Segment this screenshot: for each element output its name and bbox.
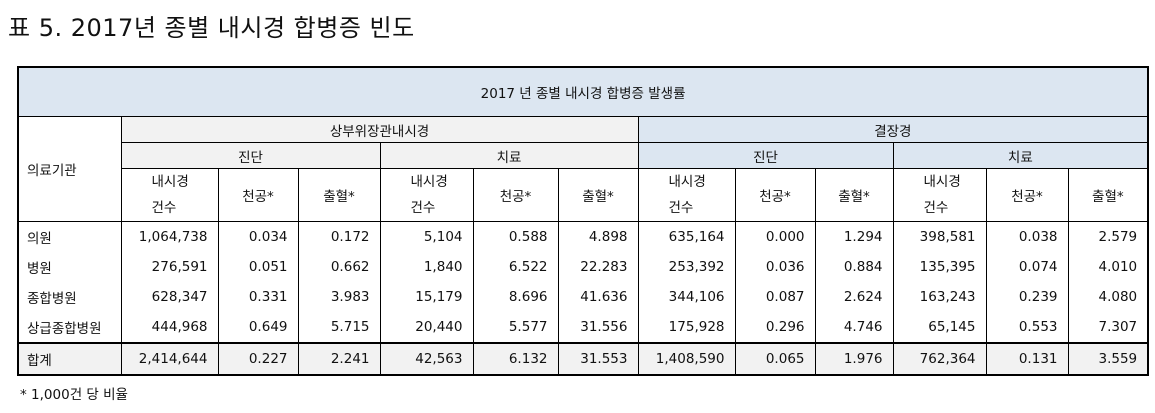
table-cell: 0.662 [297, 252, 381, 282]
table-caption: 2017 년 종별 내시경 합병증 발생률 [16, 66, 1150, 117]
table-cell: 3.559 [1067, 342, 1150, 376]
table-cell: 0.038 [985, 221, 1069, 252]
column-header: 내시경 건수 [120, 168, 219, 222]
table-cell: 175,928 [637, 312, 736, 343]
table-cell: 762,364 [892, 342, 987, 376]
complication-rate-table: 2017 년 종별 내시경 합병증 발생률 의료기관 상부위장관내시경 결장경 … [16, 66, 1150, 376]
table-cell: 31.556 [557, 312, 639, 343]
table-cell: 5.577 [472, 312, 559, 343]
table-cell: 1.976 [814, 342, 894, 376]
table-cell: 5,104 [379, 221, 474, 252]
table-cell: 0.087 [734, 282, 816, 312]
subgroup-header: 치료 [379, 142, 639, 169]
table-cell: 135,395 [892, 252, 987, 282]
table-cell: 0.036 [734, 252, 816, 282]
group-header-upper-gi: 상부위장관내시경 [120, 116, 639, 143]
column-header: 출혈* [1067, 168, 1150, 222]
column-header: 천공* [472, 168, 559, 222]
table-row: 상급종합병원 444,968 0.649 5.715 20,440 5.577 31.556… [17, 312, 1150, 343]
table-cell: 20,440 [379, 312, 474, 343]
table-cell: 276,591 [120, 252, 219, 282]
column-header: 내시경 건수 [379, 168, 474, 222]
subgroup-header: 진단 [637, 142, 894, 169]
table-cell: 6.132 [472, 342, 559, 376]
table-cell: 7.307 [1067, 312, 1150, 343]
table-cell: 4.080 [1067, 282, 1150, 312]
table-cell: 41.636 [557, 282, 639, 312]
table-cell: 398,581 [892, 221, 987, 252]
table-cell: 0.172 [297, 221, 381, 252]
table-cell: 0.074 [985, 252, 1069, 282]
row-label: 병원 [17, 252, 122, 282]
table-row: 종합병원 628,347 0.331 3.983 15,179 8.696 41.636 34… [17, 282, 1150, 312]
table-cell: 1,840 [379, 252, 474, 282]
table-cell: 0.051 [217, 252, 299, 282]
column-header: 천공* [985, 168, 1069, 222]
column-header: 출혈* [814, 168, 894, 222]
table-cell: 22.283 [557, 252, 639, 282]
footnote: * 1,000건 당 비율 [20, 387, 128, 403]
document-title: 표 5. 2017년 종별 내시경 합병증 빈도 [8, 14, 415, 42]
table-cell: 65,145 [892, 312, 987, 343]
table-cell: 253,392 [637, 252, 736, 282]
table-cell: 0.884 [814, 252, 894, 282]
table-cell: 1,408,590 [637, 342, 736, 376]
column-header: 출혈* [297, 168, 381, 222]
subgroup-header: 진단 [120, 142, 381, 169]
table-cell: 31.553 [557, 342, 639, 376]
column-header: 천공* [217, 168, 299, 222]
column-header: 내시경 건수 [892, 168, 987, 222]
row-label: 종합병원 [17, 282, 122, 312]
table-cell: 635,164 [637, 221, 736, 252]
column-header: 출혈* [557, 168, 639, 222]
subgroup-header: 치료 [892, 142, 1150, 169]
table-row: 병원 276,591 0.051 0.662 1,840 6.522 22.283 253,3… [17, 252, 1150, 282]
table-cell: 0.588 [472, 221, 559, 252]
table-cell: 344,106 [637, 282, 736, 312]
institution-header: 의료기관 [17, 116, 122, 222]
table-cell: 0.331 [217, 282, 299, 312]
row-label: 상급종합병원 [17, 312, 122, 343]
table-cell: 15,179 [379, 282, 474, 312]
table-cell: 0.239 [985, 282, 1069, 312]
table-cell: 1,064,738 [120, 221, 219, 252]
table-cell: 2.624 [814, 282, 894, 312]
table-cell: 163,243 [892, 282, 987, 312]
table-row: 의원 1,064,738 0.034 0.172 5,104 0.588 4.898 635,… [17, 221, 1150, 252]
table-cell: 5.715 [297, 312, 381, 343]
total-row: 합계 2,414,644 0.227 2.241 42,563 6.132 31… [17, 342, 1150, 376]
table-cell: 2.579 [1067, 221, 1150, 252]
table-cell: 0.649 [217, 312, 299, 343]
table-cell: 0.296 [734, 312, 816, 343]
table-cell: 8.696 [472, 282, 559, 312]
table-cell: 6.522 [472, 252, 559, 282]
table-cell: 1.294 [814, 221, 894, 252]
table-cell: 628,347 [120, 282, 219, 312]
row-label: 의원 [17, 221, 122, 252]
table-cell: 0.553 [985, 312, 1069, 343]
table-cell: 444,968 [120, 312, 219, 343]
table-cell: 42,563 [379, 342, 474, 376]
column-header: 천공* [734, 168, 816, 222]
table-cell: 0.000 [734, 221, 816, 252]
row-label: 합계 [17, 342, 122, 376]
table-cell: 0.227 [217, 342, 299, 376]
column-header: 내시경 건수 [637, 168, 736, 222]
table-cell: 3.983 [297, 282, 381, 312]
table-cell: 0.034 [217, 221, 299, 252]
table-cell: 0.065 [734, 342, 816, 376]
table-cell: 2.241 [297, 342, 381, 376]
table-cell: 4.746 [814, 312, 894, 343]
group-header-colonoscopy: 결장경 [637, 116, 1150, 143]
table-cell: 0.131 [985, 342, 1069, 376]
table-cell: 4.010 [1067, 252, 1150, 282]
table-cell: 4.898 [557, 221, 639, 252]
table-cell: 2,414,644 [120, 342, 219, 376]
